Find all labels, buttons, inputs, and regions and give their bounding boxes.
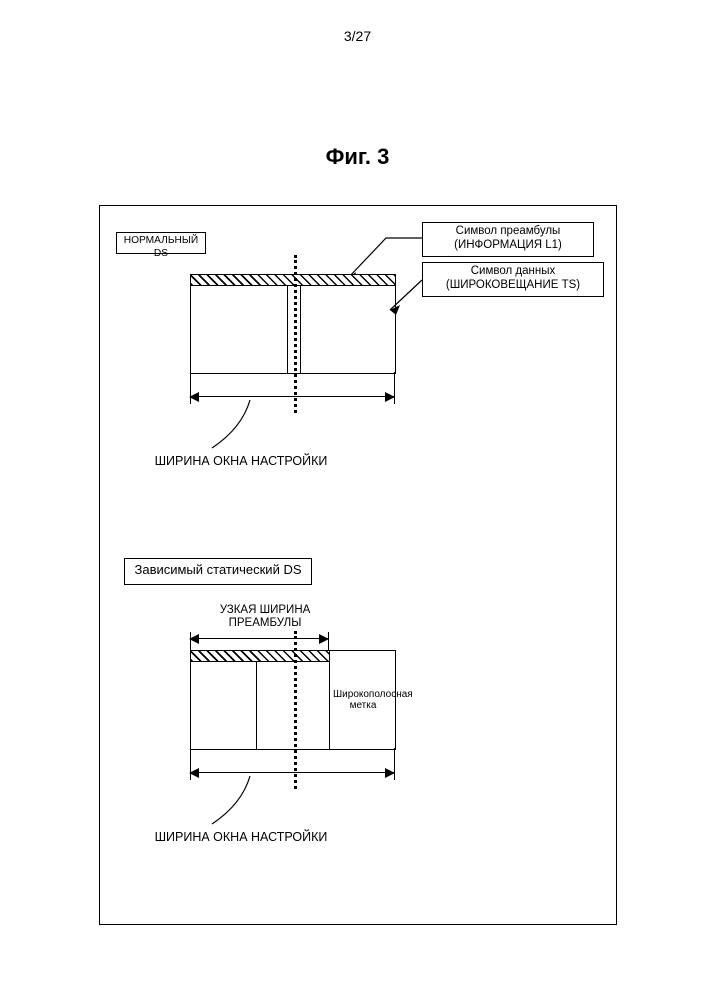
page-number: 3/27	[0, 0, 715, 44]
preamble-label-l1: Символ преамбулы	[456, 225, 561, 237]
arrowhead-right-icon	[385, 392, 395, 402]
divider	[300, 285, 301, 373]
bottom-narrow-dim-arrow	[190, 638, 328, 639]
top-dim-arrow	[190, 396, 394, 397]
top-section-label: НОРМАЛЬНЫЙ DS	[116, 232, 206, 254]
preamble-symbol-label: Символ преамбулы (ИНФОРМАЦИЯ L1)	[422, 222, 594, 257]
data-label-l1: Символ данных	[471, 265, 556, 277]
arrowhead-left-icon	[189, 392, 199, 402]
bottom-window-callout	[210, 774, 270, 835]
wideband-label: Широкополосная метка	[333, 689, 393, 711]
top-block	[190, 274, 396, 374]
bottom-preamble-bar	[191, 651, 330, 662]
bottom-dim-arrow	[190, 772, 394, 773]
bottom-section-label: Зависимый статический DS	[124, 558, 312, 585]
divider	[329, 651, 330, 749]
narrow-l2: ПРЕАМБУЛЫ	[229, 617, 302, 629]
narrow-preamble-caption: УЗКАЯ ШИРИНА ПРЕАМБУЛЫ	[200, 604, 330, 629]
figure-title: Фиг. 3	[0, 144, 715, 170]
data-label-l2: (ШИРОКОВЕЩАНИЕ TS)	[446, 279, 580, 291]
bottom-block: Широкополосная метка	[190, 650, 396, 750]
top-window-caption: ШИРИНА ОКНА НАСТРОЙКИ	[136, 454, 346, 468]
divider	[287, 285, 288, 373]
wb-l1: Широкополосная	[333, 689, 413, 700]
bottom-block-wrap: Широкополосная метка	[190, 650, 396, 750]
preamble-label-l2: (ИНФОРМАЦИЯ L1)	[454, 239, 562, 251]
center-dashed-line	[294, 631, 297, 789]
data-symbol-label: Символ данных (ШИРОКОВЕЩАНИЕ TS)	[422, 262, 604, 297]
bottom-window-caption: ШИРИНА ОКНА НАСТРОЙКИ	[136, 830, 346, 844]
top-window-callout	[210, 398, 270, 459]
divider	[256, 661, 257, 749]
figure-frame: НОРМАЛЬНЫЙ DS Символ преамбулы (ИНФОРМАЦ…	[99, 205, 617, 925]
center-dashed-line	[294, 255, 297, 413]
arrowhead-left-icon	[189, 768, 199, 778]
narrow-l1: УЗКАЯ ШИРИНА	[220, 604, 311, 616]
arrowhead-left-icon	[189, 634, 199, 644]
arrowhead-right-icon	[385, 768, 395, 778]
wb-l2: метка	[350, 700, 377, 711]
arrowhead-right-icon	[319, 634, 329, 644]
top-block-wrap	[190, 274, 396, 374]
top-preamble-bar	[191, 275, 395, 286]
